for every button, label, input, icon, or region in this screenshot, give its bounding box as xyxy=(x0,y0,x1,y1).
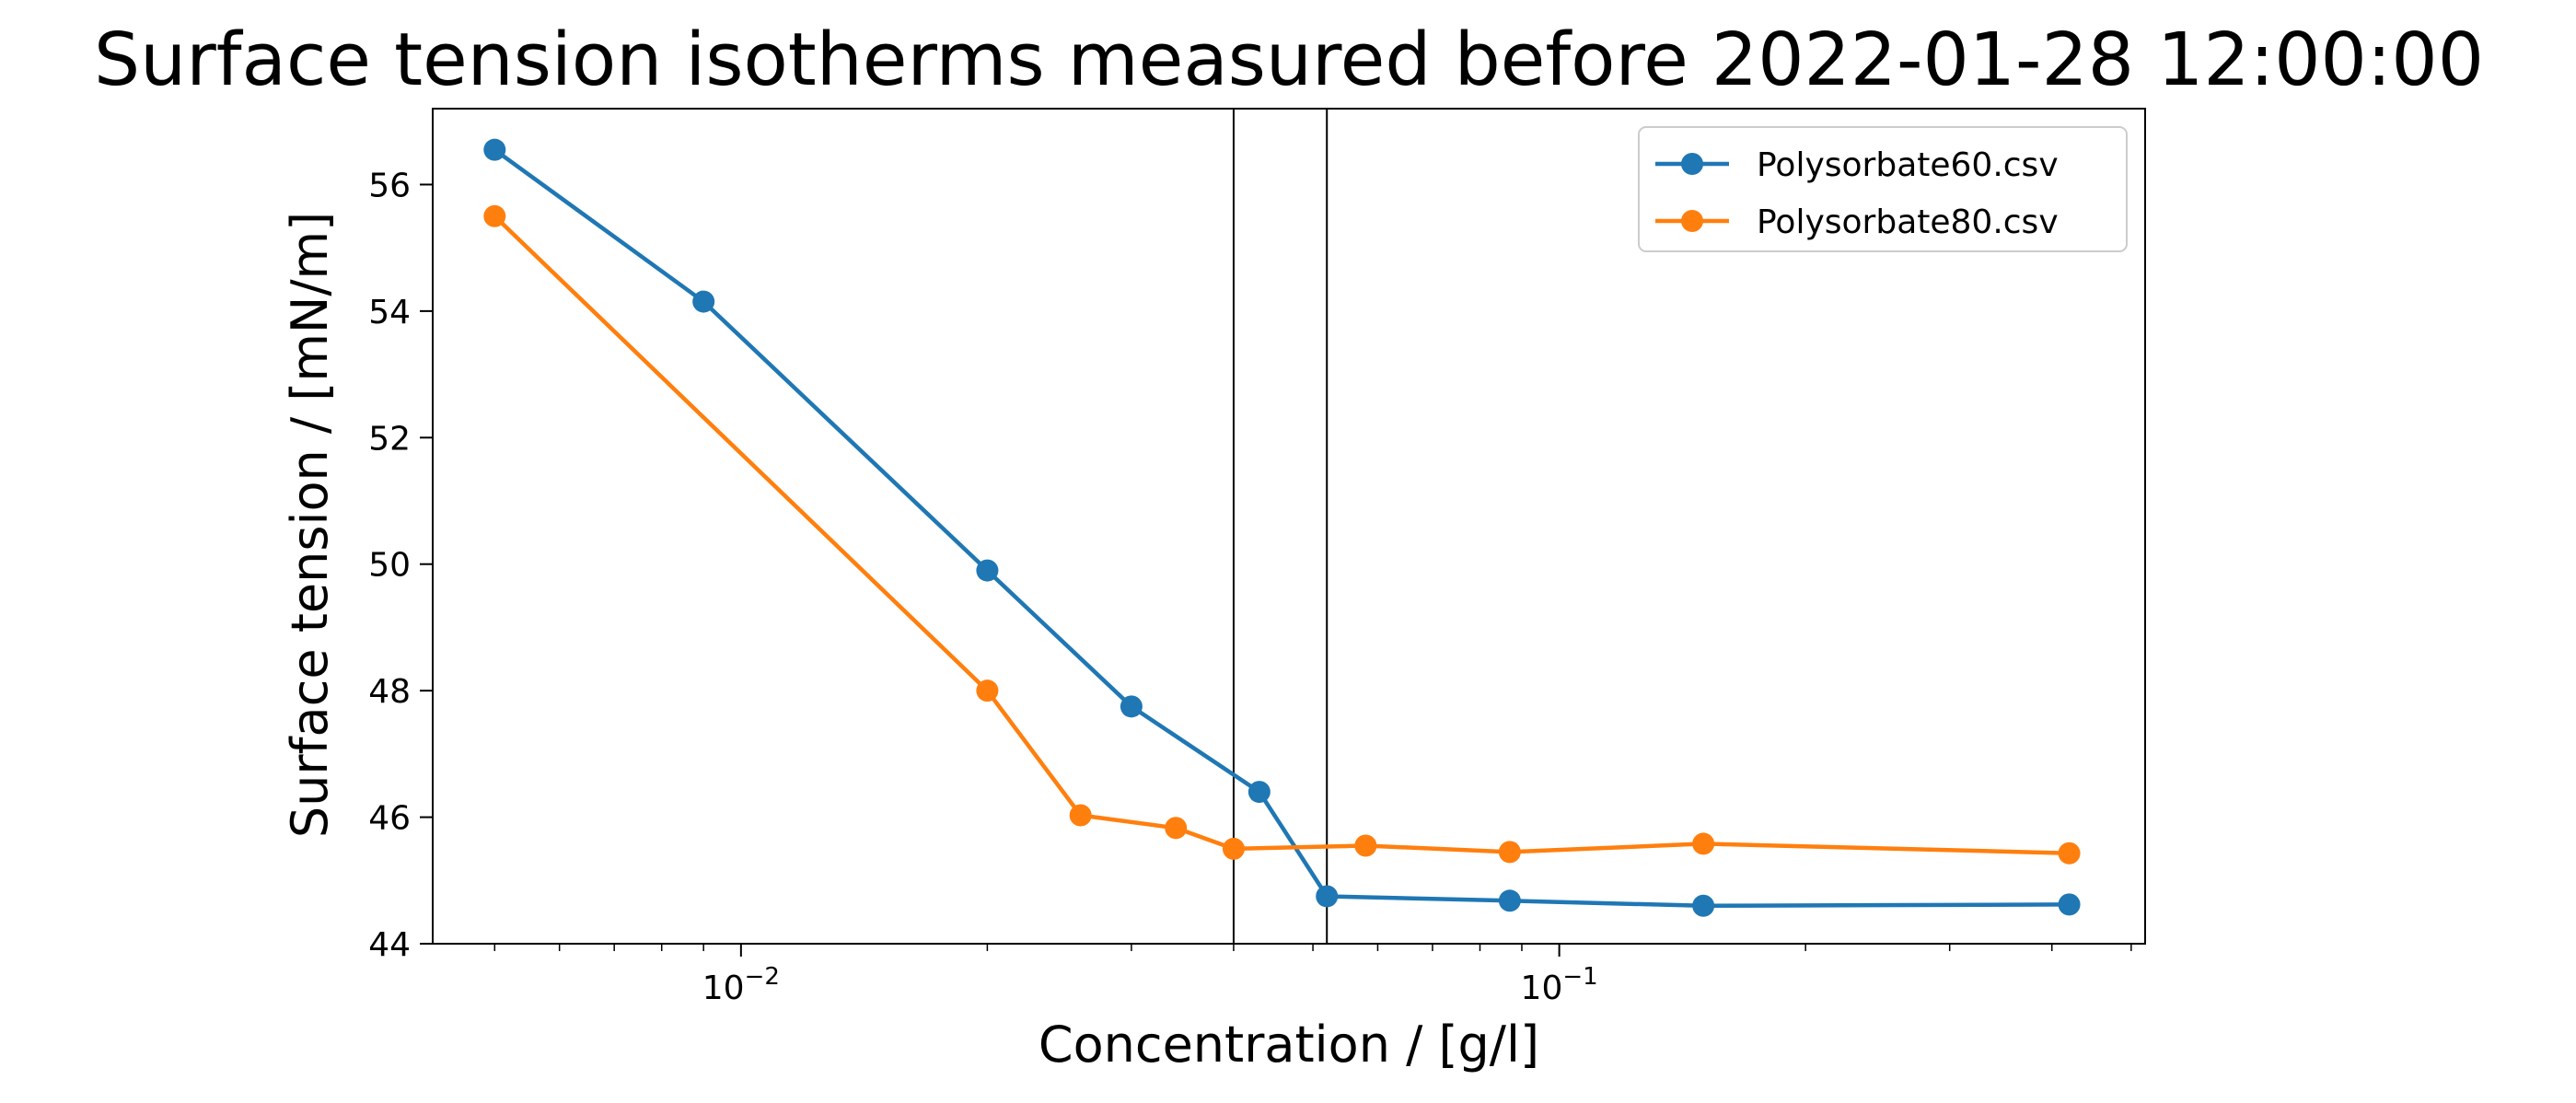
y-tick-label: 46 xyxy=(368,800,411,838)
data-point xyxy=(483,204,506,227)
data-point xyxy=(1354,834,1377,857)
data-point xyxy=(1165,817,1188,840)
axes-frame xyxy=(432,108,2146,945)
x-tick-label-exponent: −2 xyxy=(745,963,780,991)
data-point xyxy=(1247,781,1271,804)
data-point xyxy=(976,679,999,702)
data-point xyxy=(1692,894,1715,917)
y-tick-label: 52 xyxy=(368,420,411,458)
data-point xyxy=(1120,695,1143,718)
y-axis-label: Surface tension / [mN/m] xyxy=(281,212,339,838)
y-tick-label: 56 xyxy=(368,167,411,204)
x-tick-label-base: 10 xyxy=(1521,969,1563,1007)
legend-marker-2 xyxy=(1681,210,1703,232)
data-point xyxy=(1692,832,1715,855)
data-point xyxy=(2058,893,2081,916)
legend-marker-1 xyxy=(1681,153,1703,175)
data-point xyxy=(1498,841,1521,864)
x-tick-label: 10−2 xyxy=(702,963,780,1007)
legend: Polysorbate60.csv Polysorbate80.csv xyxy=(1638,126,2128,252)
x-axis-label: Concentration / [g/l] xyxy=(1039,1016,1539,1074)
x-tick-label-base: 10 xyxy=(702,969,745,1007)
data-point xyxy=(1498,889,1521,912)
y-tick-label: 44 xyxy=(368,926,411,964)
series-line-2 xyxy=(493,215,2070,855)
data-point xyxy=(1069,804,1092,827)
x-tick-label-exponent: −1 xyxy=(1562,963,1597,991)
data-point xyxy=(692,290,715,313)
data-point xyxy=(483,138,506,161)
legend-label-2: Polysorbate80.csv xyxy=(1757,203,2059,241)
chart-title: Surface tension isotherms measured befor… xyxy=(94,17,2484,102)
y-tick-label: 48 xyxy=(368,673,411,711)
series-line-1 xyxy=(493,147,2070,909)
y-tick-label: 50 xyxy=(368,547,411,585)
y-tick-label: 54 xyxy=(368,294,411,331)
legend-box xyxy=(1638,126,2128,252)
data-point xyxy=(976,559,999,582)
data-point xyxy=(1222,837,1245,860)
x-tick-label: 10−1 xyxy=(1521,963,1598,1007)
data-point xyxy=(1316,885,1339,908)
data-point xyxy=(2058,842,2081,865)
legend-label-1: Polysorbate60.csv xyxy=(1757,146,2059,184)
